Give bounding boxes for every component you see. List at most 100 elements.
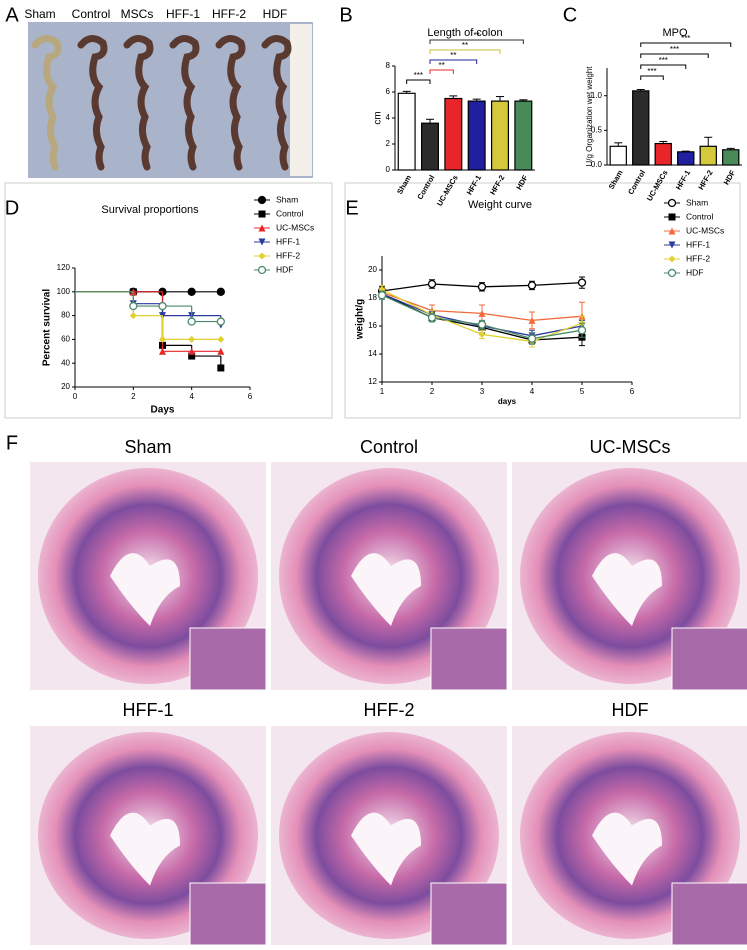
panel-letter: C (563, 4, 577, 26)
panel-letter: D (5, 197, 19, 219)
y-axis-label: cm (373, 111, 384, 124)
legend-label: HFF-2 (276, 250, 300, 260)
inset (430, 627, 508, 691)
lumen (110, 553, 180, 626)
photo-label: MSCs (121, 7, 154, 21)
x-tick-label: 6 (630, 387, 635, 396)
colon (31, 35, 62, 171)
x-tick-label: 2 (430, 387, 435, 396)
marker (668, 213, 676, 221)
significance-bracket (640, 64, 687, 69)
bar (654, 142, 672, 166)
marker (159, 335, 166, 343)
significance-label: *** (681, 34, 690, 43)
legend-label: Sham (686, 197, 708, 207)
y-tick-label: 0.5 (591, 125, 603, 134)
y-tick-label: 40 (61, 358, 70, 367)
inset (189, 882, 267, 946)
inset (671, 627, 747, 691)
legend-label: UC-MSCs (686, 225, 724, 235)
significance-bracket (406, 79, 431, 84)
y-tick-label: 4 (386, 113, 391, 122)
panel-letter: A (5, 4, 19, 26)
marker (667, 268, 677, 278)
y-tick-label: 14 (368, 349, 377, 358)
y-tick-label: 100 (57, 287, 71, 296)
marker (187, 317, 196, 326)
photo-label: HFF-2 (212, 7, 246, 21)
marker (216, 287, 225, 296)
histology-label: HFF-2 (364, 700, 415, 720)
legend-label: Control (686, 211, 714, 221)
bar (491, 100, 510, 171)
marker (257, 195, 267, 205)
x-tick-label: UC-MSCs (435, 173, 460, 207)
y-tick-label: 20 (61, 382, 70, 391)
x-tick-label: 4 (189, 392, 194, 401)
bar (514, 100, 533, 171)
chart-title: Weight curve (468, 199, 532, 211)
x-tick-label: 3 (480, 387, 485, 396)
significance-label: ** (474, 31, 480, 40)
histology-label: UC-MSCs (590, 437, 671, 457)
significance-bracket (640, 75, 664, 80)
bar (632, 90, 650, 166)
inset (671, 882, 747, 946)
marker (477, 282, 487, 291)
lumen (110, 812, 180, 886)
y-tick-label: 12 (368, 377, 377, 386)
marker (427, 279, 437, 289)
significance-bracket (640, 42, 732, 47)
y-tick-label: 80 (61, 311, 70, 320)
marker (668, 255, 676, 263)
histology-label: Control (360, 437, 418, 457)
bar (677, 151, 695, 166)
y-tick-label: 6 (386, 87, 391, 96)
marker (478, 309, 486, 317)
colon (123, 35, 154, 171)
marker (258, 210, 266, 218)
marker (216, 317, 225, 326)
marker (478, 330, 486, 338)
bar (699, 145, 717, 166)
inset (430, 882, 508, 946)
x-tick-label: HFF-1 (674, 168, 692, 191)
marker (667, 198, 677, 208)
x-tick-label: 2 (131, 392, 136, 401)
marker (668, 227, 676, 235)
marker (528, 316, 536, 324)
marker (377, 291, 387, 300)
inset (189, 627, 267, 691)
x-tick-label: 0 (73, 392, 78, 401)
marker (258, 224, 266, 232)
y-tick-label: 1.0 (591, 91, 603, 100)
panel-letter: F (6, 432, 18, 454)
marker (257, 265, 267, 275)
significance-label: *** (659, 56, 668, 65)
photo-label: HFF-1 (166, 7, 200, 21)
chart-title: Survival proportions (101, 204, 199, 216)
panel-frame (4, 182, 333, 419)
histology-label: HFF-1 (123, 700, 174, 720)
y-tick-label: 8 (386, 61, 391, 70)
legend-label: HFF-2 (686, 253, 710, 263)
panel-frame (344, 182, 741, 419)
marker (577, 326, 587, 335)
legend-label: HDF (686, 267, 703, 277)
panel-letter: B (339, 4, 352, 26)
y-tick-label: 18 (368, 293, 377, 302)
significance-label: ** (450, 51, 456, 60)
colon (77, 35, 108, 171)
significance-label: *** (670, 45, 679, 54)
colon (261, 35, 292, 171)
y-axis-label: U/g Organization wet weight (585, 66, 594, 167)
colon (169, 35, 200, 171)
x-tick-label: 1 (380, 387, 385, 396)
marker (258, 238, 266, 246)
legend-label: HFF-1 (276, 236, 300, 246)
marker (527, 334, 537, 343)
marker (217, 364, 225, 372)
significance-label: ** (462, 41, 468, 50)
photo-label: HDF (263, 7, 288, 21)
y-tick-label: 16 (368, 321, 377, 330)
